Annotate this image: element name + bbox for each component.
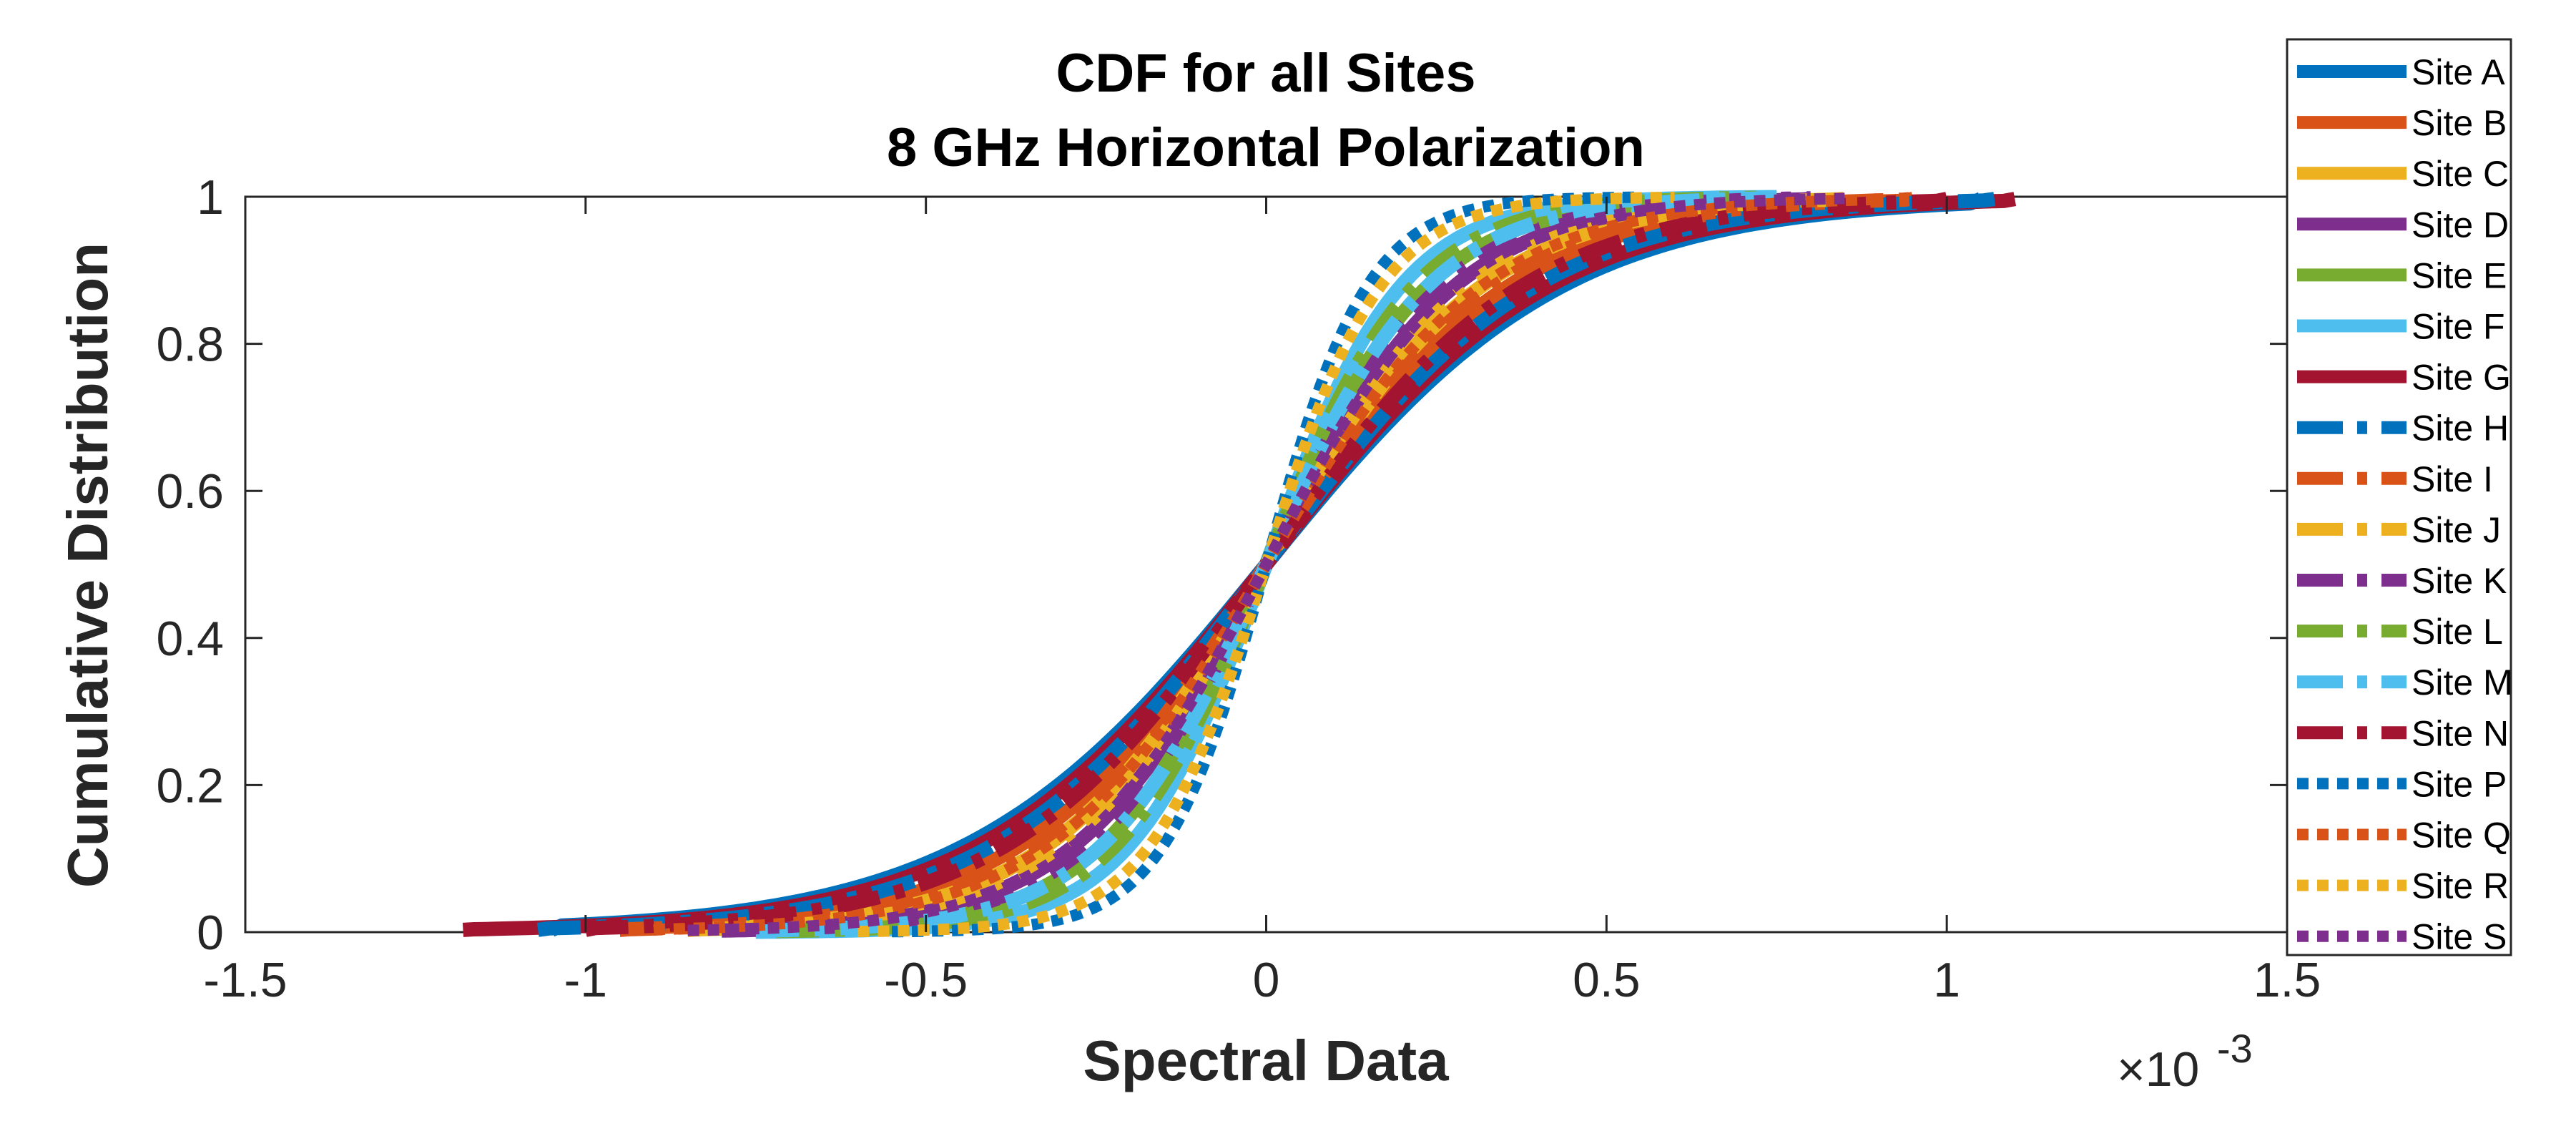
legend-label: Site Q (2412, 816, 2511, 856)
x-axis-label: Spectral Data (1083, 1029, 1449, 1092)
x-tick-label: -0.5 (884, 953, 968, 1007)
legend-label: Site L (2412, 612, 2503, 652)
y-tick-label: 1 (197, 170, 224, 225)
x-tick-label: -1 (564, 953, 607, 1007)
legend-label: Site H (2412, 408, 2509, 449)
legend-label: Site E (2412, 255, 2507, 295)
series-line-site-p (891, 191, 1641, 938)
legend-label: Site C (2412, 154, 2509, 194)
legend-label: Site A (2412, 52, 2505, 92)
y-tick-labels: 0 0.2 0.4 0.6 0.8 1 (156, 170, 224, 960)
plot-area (244, 190, 2289, 939)
chart-title-line-1: CDF for all Sites (1056, 43, 1476, 104)
legend-label: Site F (2412, 307, 2505, 347)
legend-label: Site R (2412, 866, 2509, 906)
legend-label: Site M (2412, 662, 2513, 703)
x-tick-labels: -1.5 -1 -0.5 0 0.5 1 1.5 (203, 953, 2321, 1007)
legend-label: Site N (2412, 713, 2509, 753)
legend-label: Site B (2412, 103, 2507, 143)
y-tick-label: 0.8 (156, 318, 224, 372)
tick-marks (244, 195, 2289, 934)
chart-title-line-2: 8 GHz Horizontal Polarization (887, 117, 1645, 178)
x-tick-label: 1 (1933, 953, 1960, 1007)
legend-label: Site K (2412, 561, 2507, 601)
series-line-site-s (687, 192, 1845, 936)
y-tick-label: 0.6 (156, 464, 224, 519)
x-tick-label: -1.5 (203, 953, 287, 1007)
y-axis-label: Cumulative Distribution (56, 243, 119, 888)
x-exponent-power: -3 (2217, 1026, 2253, 1071)
x-tick-label: 0 (1253, 953, 1280, 1007)
legend-label: Site I (2412, 459, 2493, 499)
legend-label: Site J (2412, 510, 2501, 550)
legend-label: Site S (2412, 917, 2507, 957)
y-tick-label: 0.2 (156, 758, 224, 813)
legend: Site A Site B Site C Site D Site E Site F Site… (2286, 38, 2513, 957)
y-tick-label: 0.4 (156, 612, 224, 666)
x-exponent-label: ×10 (2117, 1042, 2199, 1097)
y-tick-label: 0 (197, 906, 224, 960)
x-tick-label: 1.5 (2253, 953, 2321, 1007)
legend-label: Site P (2412, 764, 2507, 804)
legend-box (2286, 38, 2512, 956)
legend-label: Site D (2412, 205, 2509, 245)
x-tick-label: 0.5 (1573, 953, 1641, 1007)
legend-label: Site G (2412, 358, 2511, 398)
